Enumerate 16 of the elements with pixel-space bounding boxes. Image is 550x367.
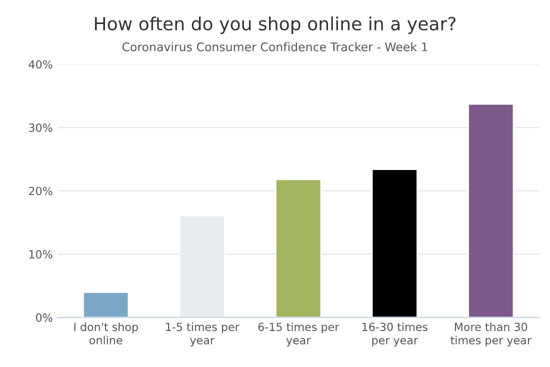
y-tick-label: 20% [29, 186, 52, 196]
bar [468, 103, 514, 318]
chart-subtitle: Coronavirus Consumer Confidence Tracker - Week 1 [122, 42, 428, 52]
bar [275, 178, 322, 318]
x-tick-label: 6-15 times per year [258, 322, 340, 347]
y-tick-label: 30% [29, 124, 52, 132]
y-tick-label: 10% [29, 250, 52, 259]
bar [82, 291, 130, 318]
x-tick-label: 16-30 times per year [362, 322, 428, 347]
x-tick-label: 1-5 times per year [166, 322, 240, 347]
bar [371, 168, 418, 318]
y-tick-label: 40% [28, 60, 52, 69]
chart-title: How often do you shop online in a year? [95, 16, 456, 34]
x-tick-label: More than 30 times per year [450, 322, 532, 347]
x-tick-label: I don't shop online [74, 322, 138, 344]
y-tick-label: 0% [36, 313, 52, 322]
